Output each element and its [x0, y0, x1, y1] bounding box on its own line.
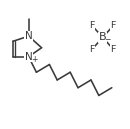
Text: −: − — [104, 35, 111, 45]
Text: F: F — [90, 21, 95, 30]
Text: B: B — [99, 32, 106, 42]
Text: N: N — [25, 52, 32, 62]
Text: N: N — [25, 31, 32, 41]
Text: F: F — [90, 45, 95, 54]
Text: F: F — [110, 45, 116, 54]
Text: +: + — [31, 55, 38, 64]
Text: F: F — [110, 21, 116, 30]
